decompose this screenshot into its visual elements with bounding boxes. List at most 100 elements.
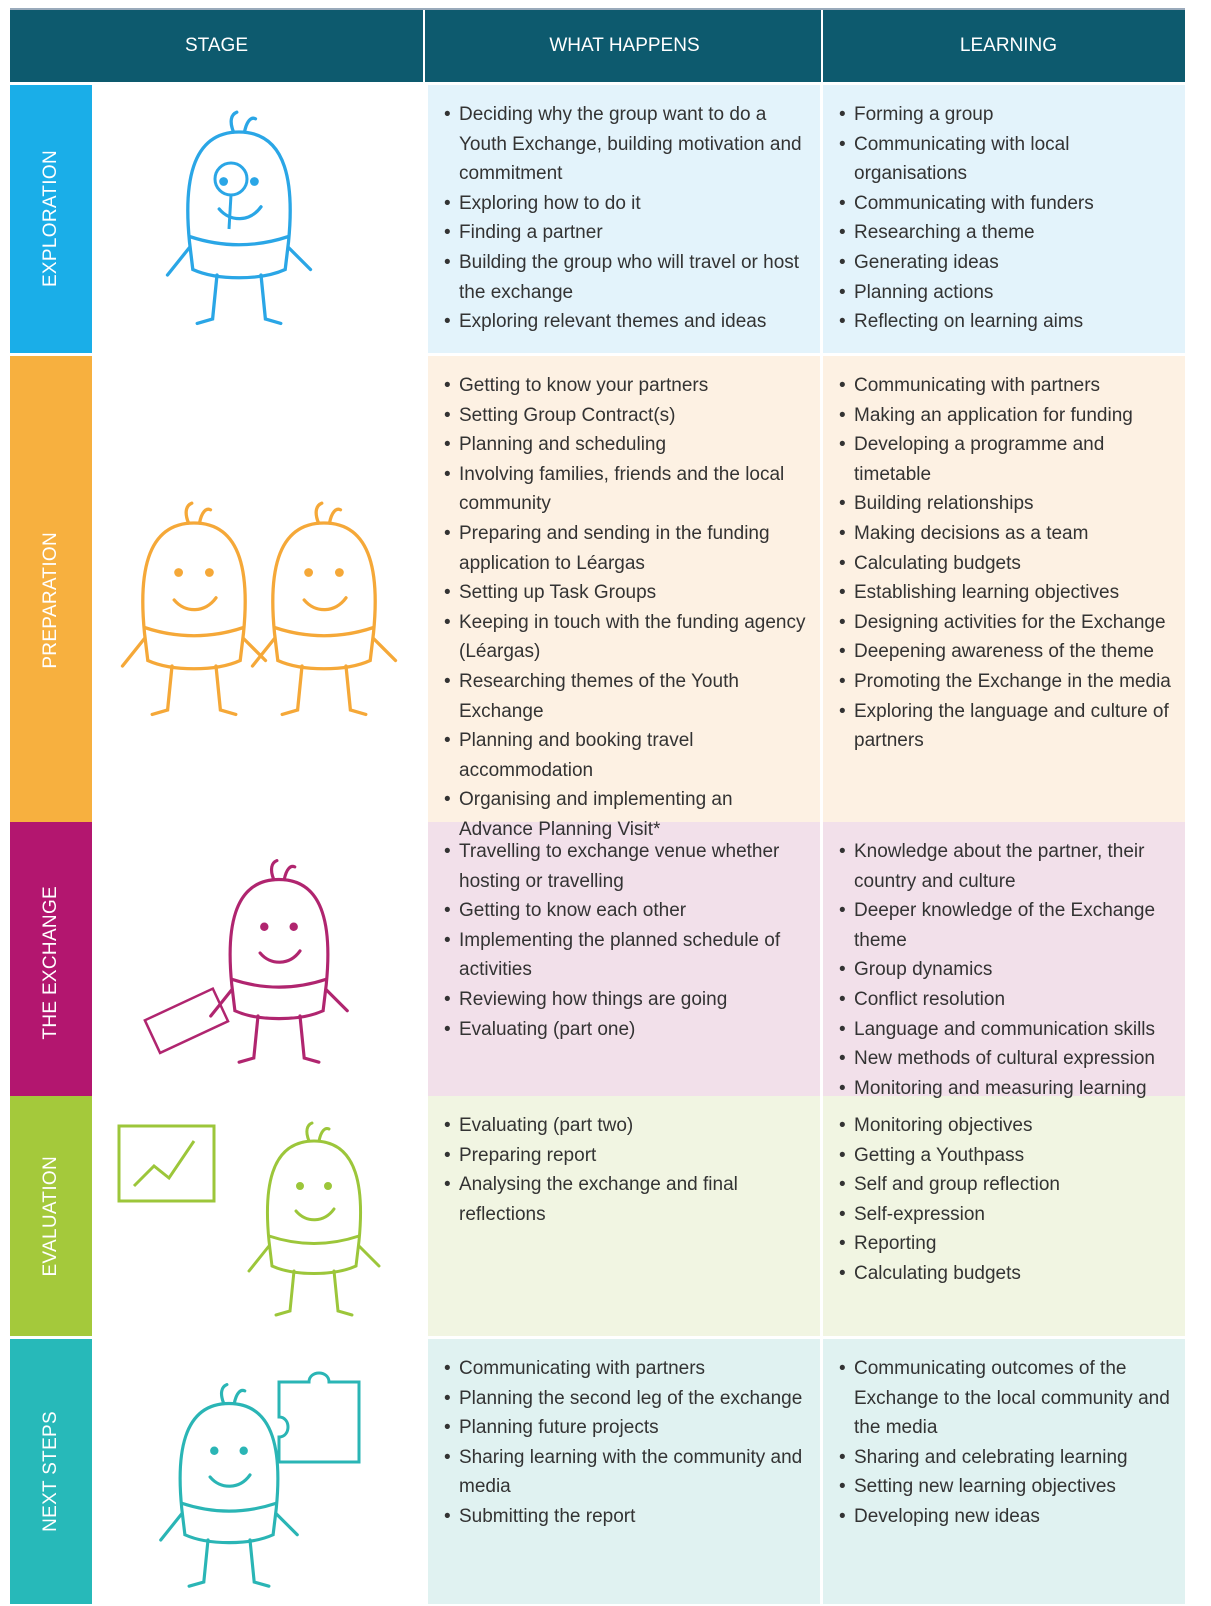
stage-strip: EVALUATION — [10, 1096, 92, 1336]
stage-row: PREPARATION Getting to know your partner… — [10, 356, 1185, 845]
illustration — [117, 1121, 380, 1317]
stage-strip: NEXT STEPS — [10, 1339, 92, 1604]
bullet-item: Self-expression — [839, 1200, 1175, 1230]
bullet-list: Monitoring objectivesGetting a Youthpass… — [839, 1111, 1175, 1289]
bullet-item: Setting up Task Groups — [444, 578, 810, 608]
bullet-item: Planning and booking travel accommodatio… — [444, 726, 810, 785]
bullet-item: Planning actions — [839, 278, 1175, 308]
bullet-item: Setting Group Contract(s) — [444, 401, 810, 431]
bullet-list: Evaluating (part two)Preparing reportAna… — [444, 1111, 810, 1229]
bullet-item: Building relationships — [839, 489, 1175, 519]
bullet-item: Promoting the Exchange in the media — [839, 667, 1175, 697]
stage-row: EVALUATION Evaluating (part two)Preparin… — [10, 1096, 1185, 1336]
bullet-list: Communicating with partnersMaking an app… — [839, 371, 1175, 756]
what-happens-cell: Travelling to exchange venue whether hos… — [428, 822, 820, 1104]
stage-label: PREPARATION — [40, 531, 61, 669]
stage-label: EVALUATION — [40, 1155, 61, 1277]
illustration — [142, 858, 349, 1064]
bullet-item: Monitoring and measuring learning — [839, 1074, 1175, 1104]
illustration-cell — [92, 1096, 425, 1336]
bullet-item: Making an application for funding — [839, 401, 1175, 431]
learning-cell: Monitoring objectivesGetting a Youthpass… — [823, 1096, 1185, 1336]
bullet-item: Sharing and celebrating learning — [839, 1443, 1175, 1473]
bullet-item: Deeper knowledge of the Exchange theme — [839, 896, 1175, 955]
illustration — [120, 501, 397, 717]
bullet-item: Reviewing how things are going — [444, 985, 810, 1015]
bullet-item: Organising and implementing an Advance P… — [444, 785, 810, 844]
header-cell: STAGE — [10, 10, 425, 82]
stage-strip: THE EXCHANGE — [10, 822, 92, 1104]
bullet-item: Setting new learning objectives — [839, 1472, 1175, 1502]
bullet-item: Self and group reflection — [839, 1170, 1175, 1200]
bullet-item: Exploring relevant themes and ideas — [444, 307, 810, 337]
bullet-item: Travelling to exchange venue whether hos… — [444, 837, 810, 896]
bullet-item: Communicating with partners — [444, 1354, 810, 1384]
learning-cell: Communicating outcomes of the Exchange t… — [823, 1339, 1185, 1604]
header-row: STAGE WHAT HAPPENS LEARNING — [10, 10, 1185, 82]
bullet-item: Planning future projects — [444, 1413, 810, 1443]
what-happens-cell: Deciding why the group want to do a Yout… — [428, 85, 820, 353]
bullet-item: Communicating with local organisations — [839, 130, 1175, 189]
bullet-item: Researching a theme — [839, 218, 1175, 248]
bullet-item: Submitting the report — [444, 1502, 810, 1532]
what-happens-cell: Communicating with partnersPlanning the … — [428, 1339, 820, 1604]
illustration — [165, 110, 312, 326]
bullet-item: Reflecting on learning aims — [839, 307, 1175, 337]
learning-cell: Forming a groupCommunicating with local … — [823, 85, 1185, 353]
stage-strip: EXPLORATION — [10, 85, 92, 353]
bullet-list: Communicating with partnersPlanning the … — [444, 1354, 810, 1532]
bullet-item: Making decisions as a team — [839, 519, 1175, 549]
illustration-cell — [92, 822, 425, 1104]
bullet-item: Exploring the language and culture of pa… — [839, 697, 1175, 756]
bullet-item: Building the group who will travel or ho… — [444, 248, 810, 307]
bullet-list: Forming a groupCommunicating with local … — [839, 100, 1175, 337]
bullet-item: Deepening awareness of the theme — [839, 637, 1175, 667]
bullet-item: Calculating budgets — [839, 1259, 1175, 1289]
bullet-item: Reporting — [839, 1229, 1175, 1259]
bullet-item: Communicating with funders — [839, 189, 1175, 219]
bullet-item: Getting a Youthpass — [839, 1141, 1175, 1171]
bullet-item: Designing activities for the Exchange — [839, 608, 1175, 638]
bullet-item: Planning the second leg of the exchange — [444, 1384, 810, 1414]
bullet-item: Getting to know your partners — [444, 371, 810, 401]
stage-label: NEXT STEPS — [40, 1411, 61, 1532]
bullet-item: Keeping in touch with the funding agency… — [444, 608, 810, 667]
stage-label: THE EXCHANGE — [40, 885, 61, 1040]
bullet-item: Language and communication skills — [839, 1015, 1175, 1045]
bullet-item: Exploring how to do it — [444, 189, 810, 219]
illustration-cell — [92, 85, 425, 353]
bullet-item: Implementing the planned schedule of act… — [444, 926, 810, 985]
learning-cell: Knowledge about the partner, their count… — [823, 822, 1185, 1104]
bullet-item: Forming a group — [839, 100, 1175, 130]
illustration-cell — [92, 356, 425, 845]
bullet-item: Evaluating (part two) — [444, 1111, 810, 1141]
stage-strip: PREPARATION — [10, 356, 92, 845]
bullet-item: Monitoring objectives — [839, 1111, 1175, 1141]
stage-row: EXPLORATION Deciding why the group want … — [10, 85, 1185, 353]
bullet-item: Developing a programme and timetable — [839, 430, 1175, 489]
bullet-item: Preparing and sending in the funding app… — [444, 519, 810, 578]
bullet-list: Communicating outcomes of the Exchange t… — [839, 1354, 1175, 1532]
bullet-item: Establishing learning objectives — [839, 578, 1175, 608]
bullet-item: Group dynamics — [839, 955, 1175, 985]
bullet-item: Conflict resolution — [839, 985, 1175, 1015]
bullet-item: Developing new ideas — [839, 1502, 1175, 1532]
stage-table: STAGE WHAT HAPPENS LEARNING EXPLORATION … — [10, 8, 1185, 1604]
header-cell: WHAT HAPPENS — [428, 10, 823, 82]
bullet-list: Getting to know your partnersSetting Gro… — [444, 371, 810, 845]
bullet-item: Calculating budgets — [839, 549, 1175, 579]
what-happens-cell: Getting to know your partnersSetting Gro… — [428, 356, 820, 845]
illustration-cell — [92, 1339, 425, 1604]
bullet-list: Travelling to exchange venue whether hos… — [444, 837, 810, 1044]
bullet-item: Evaluating (part one) — [444, 1015, 810, 1045]
what-happens-cell: Evaluating (part two)Preparing reportAna… — [428, 1096, 820, 1336]
bullet-item: Sharing learning with the community and … — [444, 1443, 810, 1502]
bullet-item: Communicating outcomes of the Exchange t… — [839, 1354, 1175, 1443]
bullet-item: Planning and scheduling — [444, 430, 810, 460]
bullet-item: Deciding why the group want to do a Yout… — [444, 100, 810, 189]
bullet-item: Preparing report — [444, 1141, 810, 1171]
stage-row: THE EXCHANGE Travelling to exchange venu… — [10, 822, 1185, 1104]
bullet-item: Knowledge about the partner, their count… — [839, 837, 1175, 896]
bullet-item: Analysing the exchange and final reflect… — [444, 1170, 810, 1229]
